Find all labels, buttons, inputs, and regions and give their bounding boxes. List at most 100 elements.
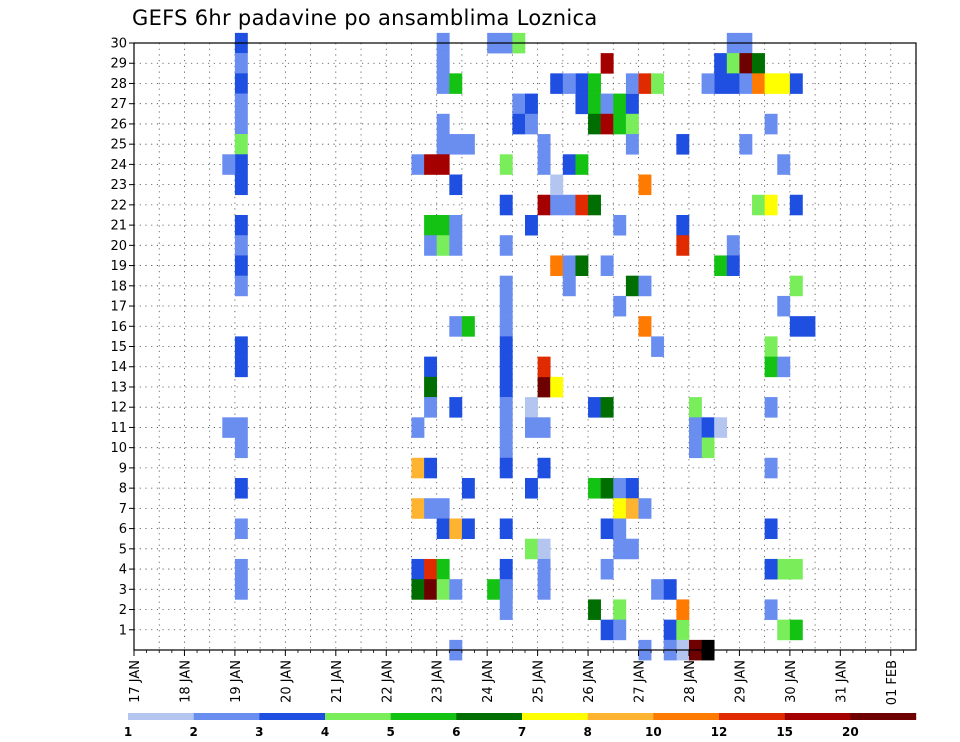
y-tick-label: 6 (119, 522, 127, 537)
colorbar-label: 4 (321, 725, 329, 739)
heatmap-cell (424, 356, 438, 378)
colorbar: 1 2 3 4 5 6 7 8 10 12 15 20 (124, 713, 917, 739)
heatmap-cell (600, 53, 614, 74)
y-tick-label: 22 (110, 198, 127, 213)
heatmap-cell (537, 154, 551, 175)
heatmap-cell (613, 599, 627, 620)
colorbar-segment (456, 713, 523, 720)
heatmap-cell (638, 73, 652, 94)
heatmap-cell (777, 154, 791, 175)
colorbar-label: 5 (386, 725, 394, 739)
heatmap-cell (436, 498, 450, 519)
heatmap-cell (424, 498, 438, 519)
heatmap-cell (651, 579, 665, 600)
y-tick-label: 27 (110, 97, 127, 112)
heatmap-cell (701, 73, 715, 94)
heatmap-cell (436, 214, 450, 236)
y-tick-label: 5 (119, 542, 127, 557)
x-tick-label: 25 JAN (532, 660, 547, 703)
heatmap-cell (234, 255, 248, 276)
y-tick-label: 23 (110, 178, 127, 193)
heatmap-cell (651, 336, 665, 357)
x-tick-label: 29 JAN (733, 660, 748, 703)
colorbar-segment (587, 713, 654, 720)
x-tick-label: 30 JAN (784, 660, 799, 703)
heatmap-cell (461, 518, 475, 540)
heatmap-cell (625, 498, 639, 519)
heatmap-cell (436, 53, 450, 74)
heatmap-cell (752, 73, 765, 94)
colorbar-label: 2 (189, 725, 197, 739)
colorbar-label: 6 (452, 725, 460, 739)
colorbar-segment (259, 713, 326, 720)
heatmap-cell (411, 457, 425, 479)
y-tick-label: 11 (110, 421, 127, 436)
heatmap-cell (739, 53, 753, 74)
heatmap-cell (575, 73, 589, 94)
y-tick-label: 28 (110, 77, 127, 92)
heatmap-cell (234, 235, 248, 256)
heatmap-cell (676, 134, 690, 155)
heatmap-cell (424, 558, 438, 580)
colorbar-label: 7 (518, 725, 526, 739)
heatmap-cell (613, 498, 627, 519)
heatmap-cell (499, 437, 513, 459)
y-tick-label: 2 (119, 603, 127, 618)
heatmap-cell (625, 113, 639, 135)
y-axis: 1234567891011121314151617181920212223242… (110, 37, 134, 638)
heatmap-cell (499, 457, 513, 479)
heatmap-cell (449, 134, 463, 155)
y-tick-label: 15 (110, 340, 127, 355)
heatmap-cell (638, 275, 652, 297)
colorbar-segment (325, 713, 391, 720)
heatmap-cell (789, 316, 803, 337)
heatmap-cell (625, 73, 639, 94)
y-tick-label: 7 (119, 502, 127, 517)
y-tick-label: 29 (110, 57, 127, 72)
y-tick-label: 20 (110, 239, 127, 254)
heatmap-cell (234, 53, 248, 74)
colorbar-segment (128, 713, 194, 720)
heatmap-cell (550, 255, 564, 276)
heatmap-cell (550, 194, 564, 216)
heatmap-cell (663, 579, 677, 600)
heatmap-cell (537, 376, 551, 398)
heatmap-cell (562, 194, 576, 216)
y-tick-label: 8 (119, 482, 127, 497)
heatmap-cell (512, 93, 526, 115)
x-tick-label: 26 JAN (582, 660, 597, 703)
heatmap-cell (676, 599, 690, 620)
heatmap-cell (499, 235, 513, 256)
heatmap-cell (789, 275, 803, 297)
colorbar-label: 10 (645, 725, 662, 739)
heatmap-cell (764, 356, 778, 378)
heatmap-cell (550, 174, 564, 196)
heatmap-cell (234, 558, 248, 580)
y-tick-label: 17 (110, 300, 127, 315)
heatmap-cell (424, 154, 438, 175)
x-tick-label: 22 JAN (380, 660, 395, 703)
heatmap-cell (726, 255, 740, 276)
x-tick-label: 20 JAN (279, 660, 294, 703)
y-tick-label: 24 (110, 158, 127, 173)
heatmap-cell (625, 538, 639, 560)
y-tick-label: 16 (110, 320, 127, 335)
heatmap-cell (764, 518, 778, 540)
heatmap-cell (764, 558, 778, 580)
heatmap-cell (676, 235, 690, 256)
heatmap-cell (789, 73, 803, 94)
heatmap-cell (613, 518, 627, 540)
heatmap-cell (222, 154, 236, 175)
heatmap-cell (739, 134, 753, 155)
heatmap-cell (525, 478, 538, 499)
heatmap-cell (411, 154, 425, 175)
colorbar-segment (719, 713, 785, 720)
heatmap-cell (449, 579, 463, 600)
heatmap-cell (562, 73, 576, 94)
heatmap-cell (726, 53, 740, 74)
heatmap-cell (436, 154, 450, 175)
heatmap-cell (436, 73, 450, 94)
chart-title: GEFS 6hr padavine po ansamblima Loznica (132, 6, 598, 30)
